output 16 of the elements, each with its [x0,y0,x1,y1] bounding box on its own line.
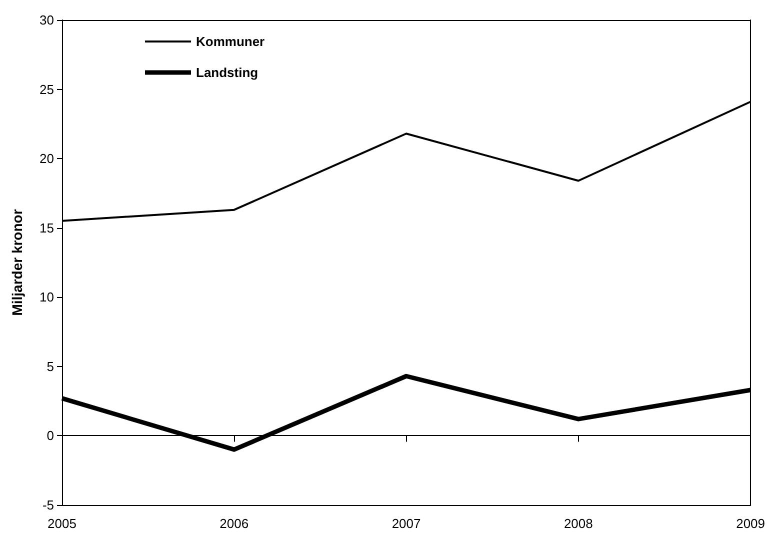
legend-label: Landsting [196,65,258,80]
x-tick-label: 2007 [392,516,421,531]
y-tick-label: -5 [42,498,54,512]
legend-label: Kommuner [196,34,265,49]
x-tick-label: 2008 [564,516,593,531]
y-axis-title: Miljarder kronor [9,208,25,316]
y-tick-label: 30 [40,12,54,28]
y-tick-label: 5 [46,358,54,374]
y-tick-label: 20 [40,151,54,166]
y-tick-label: 15 [40,220,54,236]
y-tick-label: 25 [40,82,54,97]
y-tick-label: 10 [40,290,54,305]
x-tick-label: 2005 [48,516,76,531]
x-tick-label: 2006 [220,516,249,531]
x-tick-label: 2009 [736,516,765,531]
y-tick-label: 0 [46,428,54,444]
